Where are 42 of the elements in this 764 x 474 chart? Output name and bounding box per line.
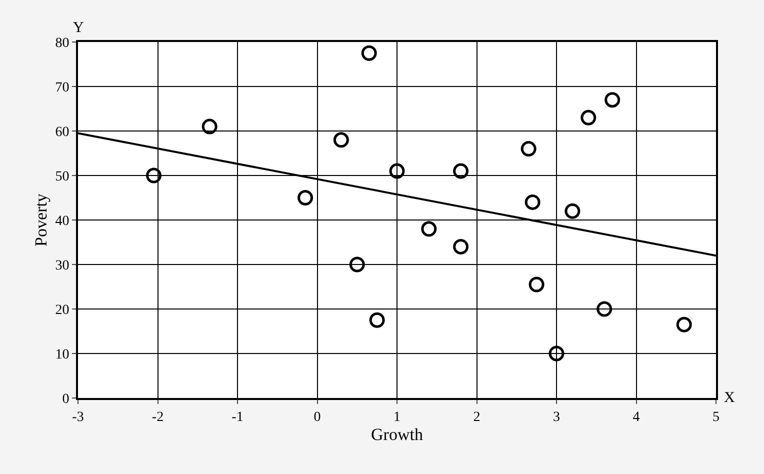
point <box>528 276 544 292</box>
point <box>520 141 536 157</box>
point <box>453 163 469 179</box>
y-tick-label: 20 <box>55 302 70 318</box>
y-tick-label: 50 <box>55 169 70 184</box>
point <box>146 168 162 184</box>
point <box>596 301 612 317</box>
point <box>369 312 385 328</box>
x-axis-title: Growth <box>371 424 424 444</box>
point <box>548 346 564 362</box>
y-tick-label: 30 <box>55 258 70 274</box>
x-tick-label: -2 <box>152 410 164 425</box>
x-tick-label: 4 <box>632 410 640 425</box>
x-tick-label: -3 <box>72 410 84 425</box>
x-tick-label: 0 <box>314 410 321 425</box>
point <box>524 194 540 210</box>
y-tick-label: 40 <box>55 214 70 229</box>
x-tick-label: 1 <box>394 410 400 425</box>
point <box>580 110 596 126</box>
point <box>389 163 405 179</box>
x-tick-label: 2 <box>473 410 480 425</box>
y-tick-label: 0 <box>62 392 70 407</box>
x-tick-label: -1 <box>232 410 244 425</box>
text: X <box>724 390 735 406</box>
point <box>604 92 620 108</box>
y-tick-label: 70 <box>55 80 70 96</box>
point <box>349 256 365 272</box>
y-tick-label: 80 <box>55 36 70 51</box>
y-tick-label: 60 <box>55 124 70 140</box>
point <box>361 45 377 61</box>
point <box>453 238 469 254</box>
x-tick-label: 3 <box>553 410 560 425</box>
text: Y <box>73 20 84 36</box>
x-tick-label: 5 <box>712 410 720 425</box>
point <box>676 316 692 332</box>
point <box>421 221 437 237</box>
y-axis-title: Poverty <box>31 193 50 246</box>
point <box>564 203 580 219</box>
y-tick-label: 10 <box>55 347 70 362</box>
point <box>202 118 218 134</box>
point <box>333 132 349 148</box>
point <box>298 190 314 206</box>
